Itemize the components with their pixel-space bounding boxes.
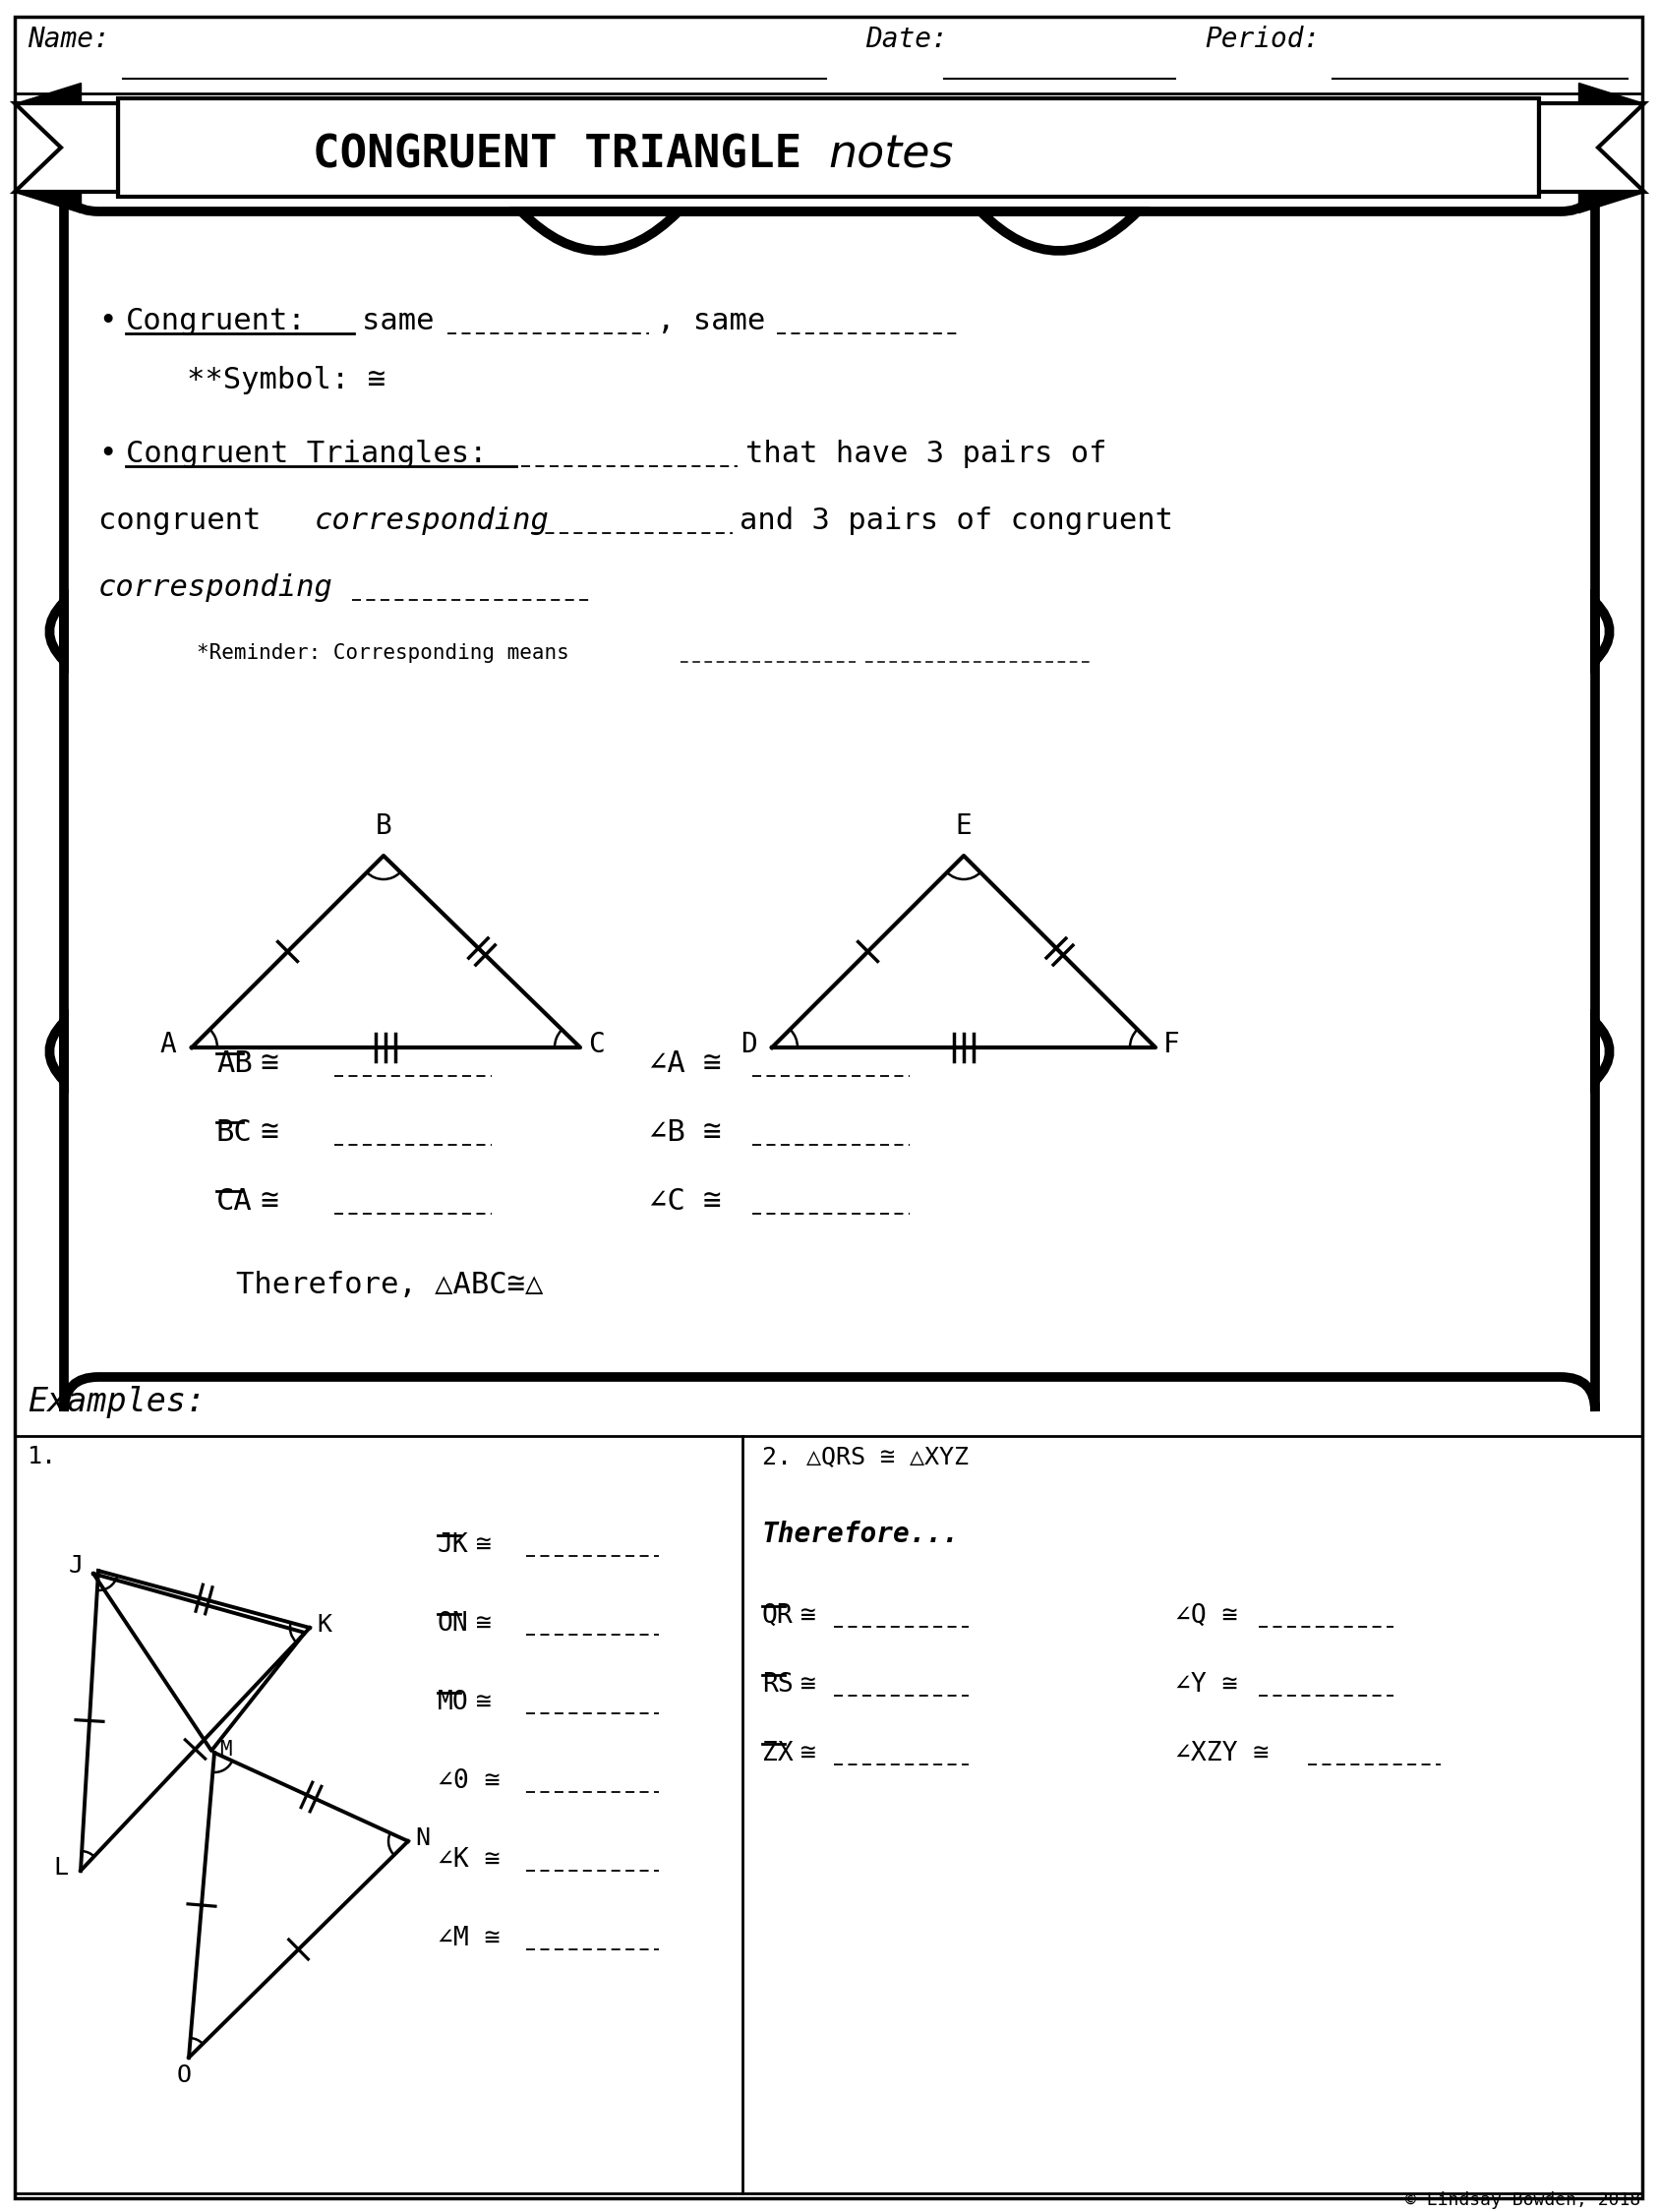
Text: ∠C ≅: ∠C ≅ [649, 1188, 722, 1217]
Text: •: • [98, 307, 116, 336]
Text: 1.: 1. [28, 1444, 56, 1469]
Polygon shape [15, 82, 81, 104]
Text: ≅: ≅ [460, 1690, 491, 1714]
Text: **Symbol: ≅: **Symbol: ≅ [187, 365, 385, 394]
Text: O: O [176, 2064, 191, 2088]
Text: Date:: Date: [866, 27, 947, 53]
Text: ≅: ≅ [242, 1119, 279, 1146]
Text: corresponding: corresponding [315, 507, 549, 535]
Text: *Reminder: Corresponding means: *Reminder: Corresponding means [197, 644, 569, 664]
Polygon shape [1578, 82, 1644, 104]
Text: ON: ON [438, 1610, 469, 1637]
Text: J: J [68, 1555, 83, 1577]
Text: K: K [317, 1613, 332, 1637]
Text: C: C [587, 1031, 604, 1057]
Text: ≅: ≅ [785, 1741, 816, 1767]
Text: E: E [956, 812, 972, 841]
Text: ∠XZY ≅: ∠XZY ≅ [1175, 1741, 1269, 1767]
Text: ≅: ≅ [242, 1188, 279, 1217]
Text: Examples:: Examples: [28, 1387, 206, 1418]
Text: CONGRUENT TRIANGLE: CONGRUENT TRIANGLE [312, 133, 828, 177]
Text: RS: RS [761, 1672, 793, 1697]
Text: Congruent Triangles:: Congruent Triangles: [126, 440, 488, 469]
Text: ≅: ≅ [785, 1672, 816, 1697]
Text: D: D [740, 1031, 757, 1057]
Polygon shape [1578, 192, 1644, 212]
Polygon shape [15, 104, 118, 192]
Polygon shape [15, 192, 81, 212]
Text: ∠B ≅: ∠B ≅ [649, 1119, 722, 1146]
Text: corresponding: corresponding [98, 573, 333, 602]
Text: ≅: ≅ [460, 1610, 491, 1637]
Text: and 3 pairs of congruent: and 3 pairs of congruent [740, 507, 1173, 535]
Text: •: • [98, 440, 116, 469]
PathPatch shape [50, 177, 1609, 1411]
Text: ∠Y ≅: ∠Y ≅ [1175, 1672, 1238, 1697]
Text: , same: , same [657, 307, 783, 336]
Text: that have 3 pairs of: that have 3 pairs of [745, 440, 1107, 469]
Text: B: B [375, 812, 392, 841]
Text: ZX: ZX [761, 1741, 793, 1767]
Text: Name:: Name: [28, 27, 109, 53]
Text: L: L [53, 1856, 68, 1880]
Text: N: N [415, 1827, 430, 1849]
Text: BC: BC [216, 1119, 252, 1146]
Text: ∠Q ≅: ∠Q ≅ [1175, 1604, 1238, 1628]
Text: JK: JK [438, 1533, 469, 1557]
Text: 2. △QRS ≅ △XYZ: 2. △QRS ≅ △XYZ [761, 1444, 969, 1469]
Text: QR: QR [761, 1604, 793, 1628]
Text: Therefore...: Therefore... [761, 1520, 961, 1548]
Text: ≅: ≅ [242, 1048, 279, 1077]
Text: ≅: ≅ [460, 1533, 491, 1557]
Text: notes: notes [828, 133, 954, 177]
Text: ∠K ≅: ∠K ≅ [438, 1847, 499, 1874]
Text: A: A [161, 1031, 178, 1057]
Text: F: F [1163, 1031, 1180, 1057]
Text: ≅: ≅ [785, 1604, 816, 1628]
Text: MO: MO [438, 1690, 469, 1714]
Text: congruent: congruent [98, 507, 279, 535]
Text: CA: CA [216, 1188, 252, 1217]
Polygon shape [1540, 104, 1644, 192]
Text: Therefore, △ABC≅△: Therefore, △ABC≅△ [236, 1270, 542, 1298]
Text: ∠0 ≅: ∠0 ≅ [438, 1767, 499, 1794]
Text: M: M [219, 1741, 232, 1759]
Text: ∠A ≅: ∠A ≅ [649, 1048, 722, 1077]
Text: Period:: Period: [1204, 27, 1321, 53]
Text: same: same [362, 307, 453, 336]
Bar [118, 97, 1540, 197]
Text: AB: AB [216, 1048, 252, 1077]
Text: Congruent:: Congruent: [126, 307, 307, 336]
Text: ∠M ≅: ∠M ≅ [438, 1927, 499, 1951]
Text: © Lindsay Bowden, 2018: © Lindsay Bowden, 2018 [1405, 2192, 1641, 2210]
